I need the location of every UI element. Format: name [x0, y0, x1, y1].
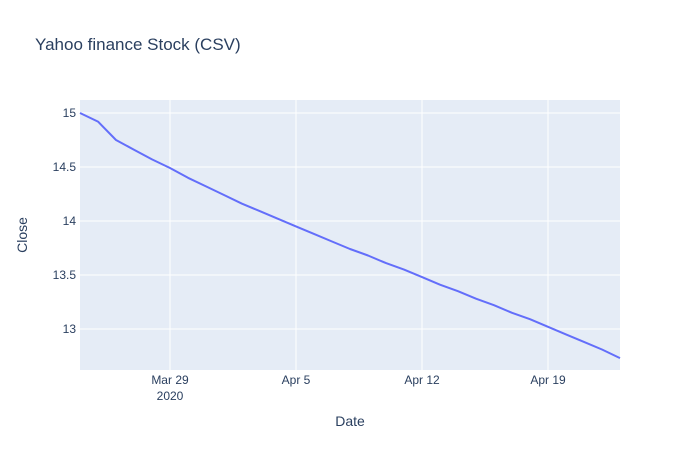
y-axis-title: Close — [14, 217, 30, 253]
x-tick-label: Apr 12 — [404, 373, 440, 387]
y-tick-label: 13 — [63, 322, 77, 336]
series-layer — [79, 112, 621, 360]
x-tick-label: Apr 5 — [282, 373, 311, 387]
plot-area — [80, 100, 620, 370]
x-axis-title: Date — [335, 413, 365, 429]
y-tick-label: 14 — [63, 214, 77, 228]
x-tick-sublabel: 2020 — [157, 389, 184, 403]
x-tick-label: Mar 29 — [151, 373, 189, 387]
y-tick-label: 15 — [63, 106, 77, 120]
y-tick-label: 14.5 — [53, 160, 77, 174]
chart-title: Yahoo finance Stock (CSV) — [35, 35, 241, 54]
y-tick-labels: 13 13.5 14 14.5 15 — [53, 106, 77, 336]
x-tick-labels: Mar 29 2020 Apr 5 Apr 12 Apr 19 — [151, 373, 566, 403]
y-tick-label: 13.5 — [53, 268, 77, 282]
series-line — [79, 112, 621, 360]
x-tick-label: Apr 19 — [530, 373, 566, 387]
